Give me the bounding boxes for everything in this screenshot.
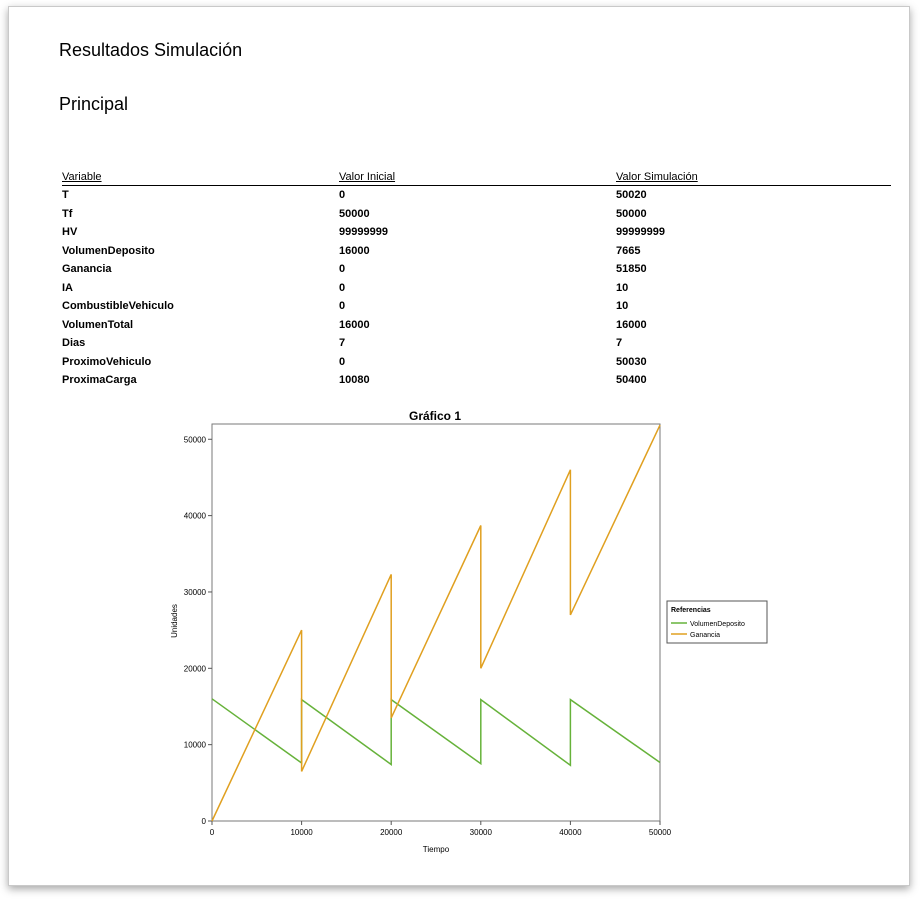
legend-label-ganancia: Ganancia bbox=[690, 632, 720, 639]
simulated-value-cell: 10 bbox=[616, 281, 629, 294]
initial-value-cell: 16000 bbox=[339, 318, 370, 331]
series-lines bbox=[211, 424, 661, 822]
initial-value-cell: 0 bbox=[339, 281, 346, 294]
x-tick-label: 0 bbox=[210, 828, 215, 837]
initial-value-cell: 0 bbox=[339, 355, 346, 368]
header-variable: Variable bbox=[62, 170, 339, 186]
y-tick-label: 40000 bbox=[184, 512, 207, 521]
table-row: HV 99999999 99999999 bbox=[62, 223, 891, 242]
initial-value-cell: 0 bbox=[339, 300, 346, 313]
variable-cell: ProximoVehiculo bbox=[62, 355, 152, 368]
report-title: Resultados Simulación bbox=[59, 40, 243, 60]
section-title: Principal bbox=[59, 94, 129, 114]
simulated-value-cell: 16000 bbox=[616, 318, 647, 331]
x-tick-label: 10000 bbox=[290, 828, 313, 837]
legend-box bbox=[666, 600, 768, 644]
variable-cell: Tf bbox=[62, 207, 73, 220]
simulated-value-cell: 51850 bbox=[616, 263, 647, 276]
series-line-ganancia bbox=[211, 424, 661, 822]
initial-value-cell: 50000 bbox=[339, 207, 370, 220]
initial-value-cell: 7 bbox=[339, 337, 346, 350]
simulated-value-cell: 50020 bbox=[616, 189, 647, 202]
initial-value-cell: 0 bbox=[339, 263, 346, 276]
variable-cell: VolumenDeposito bbox=[62, 244, 155, 257]
legend-title: Referencias bbox=[671, 607, 711, 614]
variable-cell: Dias bbox=[62, 337, 86, 350]
initial-value-cell: 16000 bbox=[339, 244, 370, 257]
variable-cell: HV bbox=[62, 226, 78, 239]
axes: 0 10000 20000 30000 40000 50000 0 10000 20000 300… bbox=[184, 435, 672, 837]
x-axis-label: Tiempo bbox=[423, 845, 450, 854]
simulated-value-cell: 7 bbox=[616, 337, 623, 350]
table-row: Ganancia 0 51850 bbox=[62, 260, 891, 279]
simulated-value-cell: 50030 bbox=[616, 355, 647, 368]
initial-value-cell: 10080 bbox=[339, 374, 370, 387]
variable-cell: VolumenTotal bbox=[62, 318, 134, 331]
chart-title: Gráfico 1 bbox=[409, 409, 461, 423]
report-page: Resultados Simulación Principal Variable… bbox=[8, 6, 910, 886]
x-tick-label: 50000 bbox=[649, 828, 672, 837]
table-row: ProximaCarga 10080 50400 bbox=[62, 371, 891, 390]
y-tick-label: 50000 bbox=[184, 435, 207, 444]
table-row: CombustibleVehiculo 0 10 bbox=[62, 297, 891, 316]
table-row: ProximoVehiculo 0 50030 bbox=[62, 353, 891, 372]
variable-cell: CombustibleVehiculo bbox=[62, 300, 174, 313]
variable-cell: ProximaCarga bbox=[62, 374, 137, 387]
x-tick-label: 40000 bbox=[559, 828, 582, 837]
y-tick-label: 20000 bbox=[184, 664, 207, 673]
simulated-value-cell: 7665 bbox=[616, 244, 641, 257]
simulated-value-cell: 99999999 bbox=[616, 226, 665, 239]
x-tick-label: 20000 bbox=[380, 828, 403, 837]
table-row: IA 0 10 bbox=[62, 279, 891, 298]
y-axis-label: Unidades bbox=[170, 604, 179, 638]
variable-cell: T bbox=[62, 189, 69, 202]
variable-cell: Ganancia bbox=[62, 263, 112, 276]
header-simulated-value: Valor Simulación bbox=[616, 170, 891, 186]
variables-table: Variable Valor Inicial Valor Simulación … bbox=[62, 170, 891, 390]
table-row: VolumenTotal 16000 16000 bbox=[62, 316, 891, 335]
legend-label-volumendeposito: VolumenDeposito bbox=[690, 621, 745, 628]
y-tick-label: 10000 bbox=[184, 741, 207, 750]
y-tick-label: 30000 bbox=[184, 588, 207, 597]
x-tick-label: 30000 bbox=[470, 828, 493, 837]
table-body: T 0 50020 Tf 50000 50000 HV 99999999 99999999 Vol… bbox=[62, 186, 891, 390]
variable-cell: IA bbox=[62, 281, 73, 294]
table-header-row: Variable Valor Inicial Valor Simulación bbox=[62, 170, 891, 186]
table-row: VolumenDeposito 16000 7665 bbox=[62, 242, 891, 261]
initial-value-cell: 99999999 bbox=[339, 226, 388, 239]
y-tick-label: 0 bbox=[202, 817, 207, 826]
header-initial-value: Valor Inicial bbox=[339, 170, 616, 186]
table-row: Tf 50000 50000 bbox=[62, 205, 891, 224]
legend: Referencias VolumenDeposito Ganancia bbox=[666, 600, 768, 644]
chart: Gráfico 1 0 10000 20000 30000 40000 50000 0 100… bbox=[170, 409, 768, 854]
simulated-value-cell: 50000 bbox=[616, 207, 647, 220]
simulated-value-cell: 50400 bbox=[616, 374, 647, 387]
initial-value-cell: 0 bbox=[339, 189, 346, 202]
table-row: T 0 50020 bbox=[62, 186, 891, 205]
table-row: Dias 7 7 bbox=[62, 334, 891, 353]
simulated-value-cell: 10 bbox=[616, 300, 629, 313]
